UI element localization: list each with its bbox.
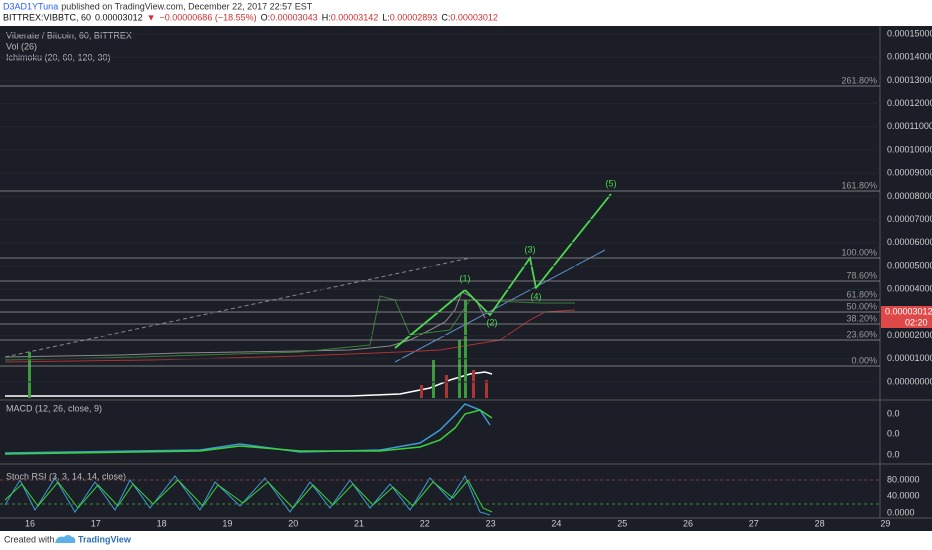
- wave-label: (2): [487, 317, 498, 327]
- header-bar: [0, 0, 932, 26]
- macd-tick-label: 0.0: [887, 449, 900, 459]
- wave-label: (5): [606, 178, 617, 188]
- price-tick-label: 0.00011000: [887, 121, 932, 131]
- price-tick-label: 0.00009000: [887, 168, 932, 178]
- time-tick-label: 27: [749, 518, 759, 528]
- macd-line: [4, 403, 491, 454]
- macd-tick-label: 0.0: [887, 428, 900, 438]
- volume-bar: [464, 300, 467, 398]
- price-tag: [881, 306, 932, 328]
- price-tick-label: 0.00014000: [887, 52, 932, 62]
- price-tick-label: 0.00002000: [887, 330, 932, 340]
- footer-bar: [0, 531, 932, 550]
- last-price: 0.00003012: [95, 12, 143, 22]
- legend-item: Viberate / Bitcoin, 60, BITTREX: [6, 30, 132, 40]
- pane-label: MACD (12, 26, close, 9): [6, 403, 102, 413]
- trend-line: [4, 257, 471, 358]
- ichimoku-line: [4, 309, 576, 363]
- change: −0.00000686 (−18.55%): [160, 12, 257, 22]
- wave-label: (1): [460, 273, 471, 283]
- time-tick-label: 19: [222, 518, 232, 528]
- time-tick-label: 21: [354, 518, 364, 528]
- volume-bar: [432, 360, 435, 398]
- ohlc-label: O:: [261, 12, 271, 22]
- fib-label: 23.60%: [846, 329, 877, 339]
- volume-bars: [28, 300, 488, 398]
- volume-bar: [28, 352, 31, 398]
- time-tick-label: 25: [617, 518, 627, 528]
- time-tick-label: 28: [815, 518, 825, 528]
- volume-ma: [5, 371, 493, 397]
- time-tick-label: 26: [683, 518, 693, 528]
- price-tick-label: 0.00012000: [887, 98, 932, 108]
- time-tick-label: 24: [551, 518, 561, 528]
- time-tick-label: 18: [157, 518, 167, 528]
- price-tick-label: 0.00001000: [887, 353, 932, 363]
- wave-label: (4): [531, 291, 542, 301]
- footer-brand: TradingView: [78, 534, 132, 544]
- fib-label: 38.20%: [846, 313, 877, 323]
- ohlc-value: 0.00003043: [270, 12, 318, 22]
- volume-bar: [458, 340, 461, 398]
- wave-label: (3): [525, 244, 536, 254]
- price-tick-label: 0.00004000: [887, 284, 932, 294]
- fib-label: 61.80%: [846, 289, 877, 299]
- change-arrow: ▼: [147, 12, 156, 22]
- brand-icon: [55, 535, 76, 543]
- volume-bar: [445, 375, 448, 398]
- ohlc-label: H:: [322, 12, 331, 22]
- stoch-tick-label: 40.0000: [887, 490, 920, 500]
- symbol: BITTREX:VIBBTC, 60: [3, 12, 91, 22]
- ohlc-value: 0.00003142: [331, 12, 379, 22]
- fib-label: 0.00%: [851, 355, 877, 365]
- stoch-tick-label: 0.0000: [887, 507, 915, 517]
- footer-text: Created with: [4, 534, 55, 544]
- fib-label: 100.00%: [841, 247, 877, 257]
- price-tick-label: 0.00006000: [887, 237, 932, 247]
- trend-line: [394, 249, 606, 363]
- stoch-tick-label: 80.0000: [887, 474, 920, 484]
- author: D3AD1YTuna: [3, 1, 58, 11]
- fib-label: 161.80%: [841, 180, 877, 190]
- fib-label: 78.60%: [846, 270, 877, 280]
- ohlc-label: C:: [441, 12, 450, 22]
- price-tick-label: 0.00010000: [887, 144, 932, 154]
- time-tick-label: 17: [91, 518, 101, 528]
- ichimoku-line: [4, 295, 575, 361]
- macd-tick-label: 0.0: [887, 408, 900, 418]
- price-tag-countdown: 02:20: [905, 317, 928, 327]
- time-tick-label: 23: [486, 518, 496, 528]
- volume-bar: [420, 385, 423, 398]
- fib-label: 261.80%: [841, 75, 877, 85]
- time-tick-label: 20: [288, 518, 298, 528]
- macd-signal: [4, 409, 493, 455]
- ohlc-value: 0.00003012: [450, 12, 498, 22]
- ohlc-label: L:: [382, 12, 390, 22]
- volume-bar: [472, 370, 475, 398]
- time-tick-label: 29: [880, 518, 890, 528]
- ohlc-value: 0.00002893: [390, 12, 438, 22]
- time-tick-label: 16: [25, 518, 35, 528]
- price-tick-label: 0.00015000: [887, 28, 932, 38]
- pane-label: Stoch RSI (3, 3, 14, 14, close): [6, 471, 126, 481]
- fib-label: 50.00%: [846, 301, 877, 311]
- price-tag-value: 0.00003012: [885, 306, 932, 316]
- volume-bar: [485, 380, 488, 398]
- stoch-d: [4, 479, 493, 513]
- price-tick-label: 0.00008000: [887, 191, 932, 201]
- chart-area: [0, 26, 932, 531]
- legend-item: Vol (26): [6, 41, 37, 51]
- published: published on TradingView.com, December 2…: [61, 1, 312, 11]
- price-tick-label: 0.00000000: [887, 376, 932, 386]
- price-tick-label: 0.00013000: [887, 75, 932, 85]
- price-tick-label: 0.00007000: [887, 214, 932, 224]
- price-tick-label: 0.00005000: [887, 260, 932, 270]
- time-tick-label: 22: [420, 518, 430, 528]
